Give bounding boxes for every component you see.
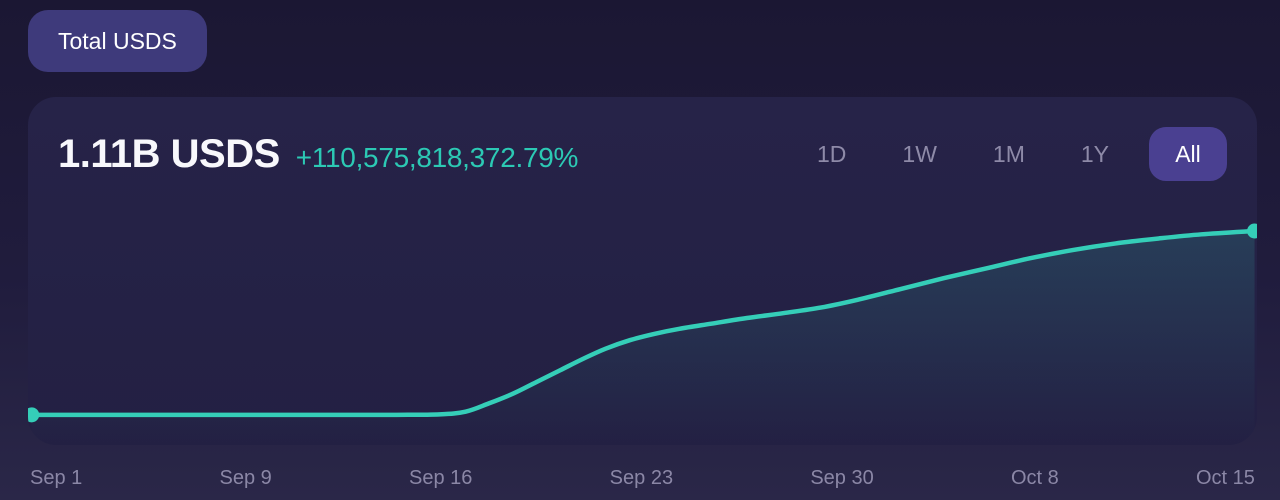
value-group: 1.11B USDS +110,575,818,372.79% — [58, 129, 578, 179]
chart-end-dot — [1247, 223, 1257, 239]
percent-change: +110,575,818,372.79% — [295, 142, 579, 173]
range-selector: 1D 1W 1M 1Y All — [789, 127, 1227, 181]
range-tab-all[interactable]: All — [1149, 127, 1227, 181]
x-axis-tick: Sep 9 — [219, 466, 272, 489]
range-tab-1y[interactable]: 1Y — [1053, 141, 1137, 168]
current-value: 1.11B USDS — [58, 132, 280, 176]
x-axis-tick: Sep 30 — [810, 466, 874, 489]
x-axis-tick: Oct 8 — [1010, 466, 1059, 489]
x-axis-tick: Oct 15 — [1196, 466, 1255, 489]
range-tab-1m[interactable]: 1M — [965, 141, 1053, 168]
x-axis-tick: Sep 23 — [609, 466, 674, 489]
chart-start-dot — [28, 407, 40, 423]
chart-header: 1.11B USDS +110,575,818,372.79% 1D 1W 1M… — [58, 127, 1227, 181]
range-tab-1w[interactable]: 1W — [874, 141, 965, 168]
chart-line — [29, 228, 1257, 418]
total-usds-pill-label: Total USDS — [58, 27, 177, 54]
supply-line-chart[interactable] — [28, 97, 1257, 445]
x-axis: Sep 1 Sep 9 Sep 16 Sep 23 Sep 30 Oct 8 O… — [28, 463, 1257, 493]
x-axis-tick: Sep 1 — [30, 466, 83, 489]
range-tab-1d[interactable]: 1D — [789, 141, 874, 168]
chart-card: 1.11B USDS +110,575,818,372.79% 1D 1W 1M… — [28, 97, 1257, 445]
total-usds-pill[interactable]: Total USDS — [28, 10, 207, 72]
x-axis-tick: Sep 16 — [409, 466, 473, 489]
